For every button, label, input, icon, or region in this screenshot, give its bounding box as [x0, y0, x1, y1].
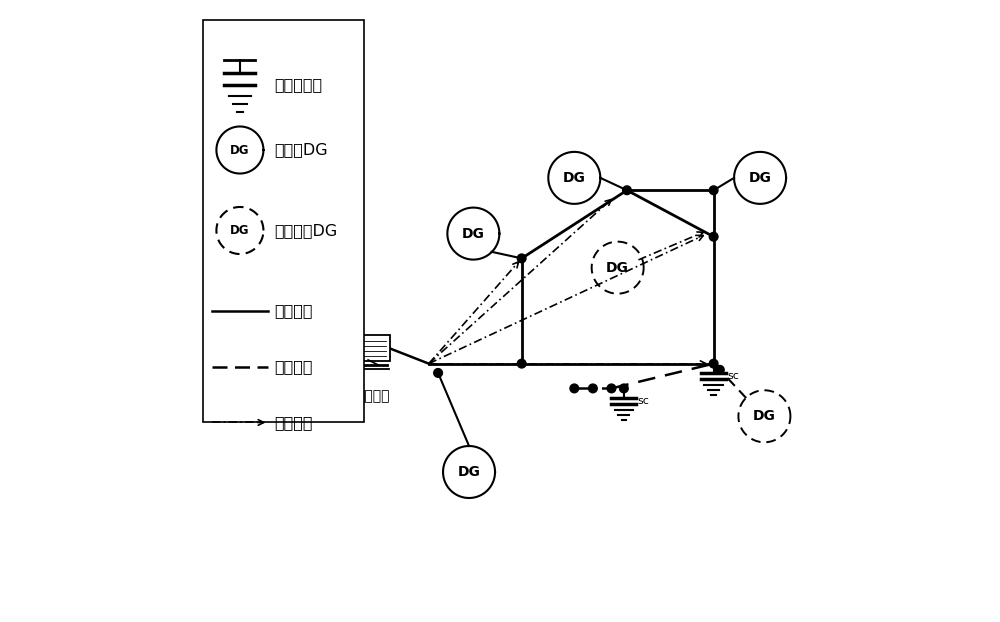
Text: DG: DG [563, 171, 586, 185]
Text: DG: DG [753, 409, 776, 423]
Circle shape [589, 384, 597, 392]
Text: 已知支路: 已知支路 [274, 304, 312, 318]
Circle shape [620, 384, 628, 392]
FancyBboxPatch shape [203, 20, 364, 422]
Circle shape [715, 366, 724, 374]
Text: sc: sc [637, 396, 649, 406]
Circle shape [570, 384, 579, 392]
Text: DG: DG [606, 261, 629, 275]
Text: DG: DG [462, 226, 485, 241]
Circle shape [517, 254, 526, 262]
Circle shape [709, 233, 718, 241]
Circle shape [434, 369, 442, 378]
Text: 通信线路: 通信线路 [274, 415, 312, 430]
FancyBboxPatch shape [356, 335, 390, 361]
Circle shape [607, 384, 616, 392]
Text: 并联电容器: 并联电容器 [274, 78, 322, 93]
Circle shape [517, 360, 526, 368]
Text: DG: DG [749, 171, 772, 185]
Text: 调度系统: 调度系统 [356, 389, 390, 404]
Text: sc: sc [727, 371, 739, 381]
Circle shape [623, 186, 631, 195]
Text: 未知支路: 未知支路 [274, 360, 312, 374]
Text: DG: DG [458, 465, 480, 479]
Circle shape [709, 360, 718, 368]
Text: DG: DG [230, 224, 250, 237]
Circle shape [709, 186, 718, 195]
Text: 可观测DG: 可观测DG [274, 142, 328, 157]
Text: DG: DG [230, 144, 250, 157]
Text: 不可观测DG: 不可观测DG [274, 223, 337, 238]
